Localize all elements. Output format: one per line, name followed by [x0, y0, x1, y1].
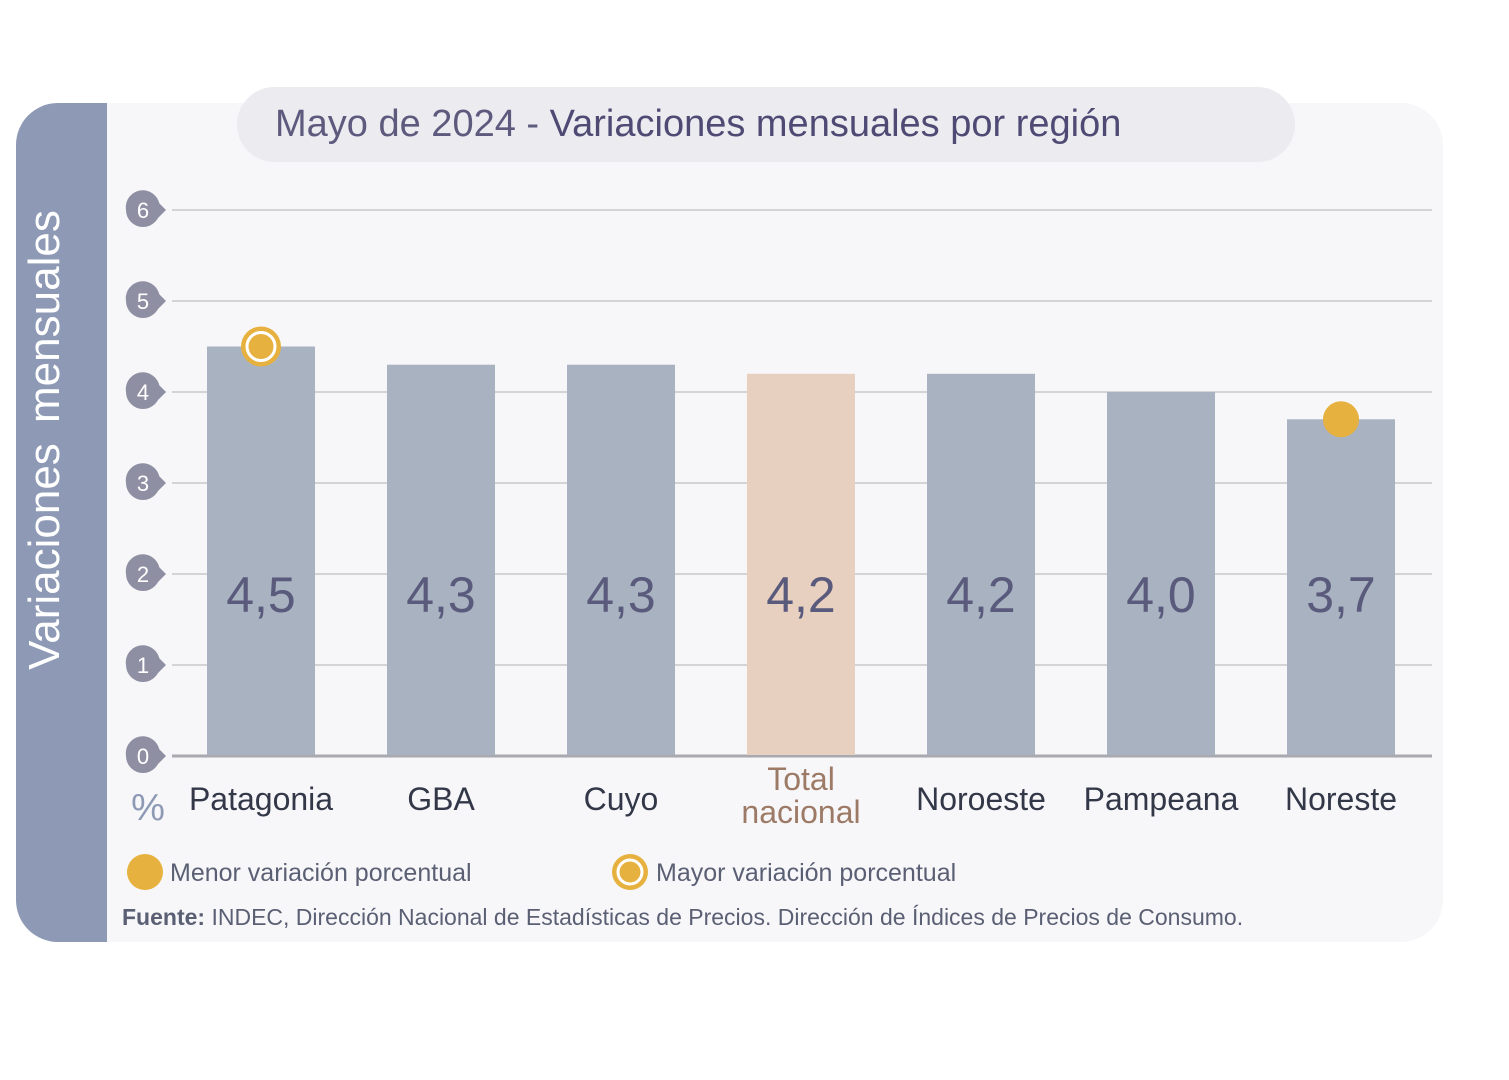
category-label: Total — [767, 761, 835, 797]
category-label: Patagonia — [189, 781, 333, 817]
tick-badge-pointer — [156, 655, 166, 675]
y-tick-label: 0 — [137, 744, 149, 769]
value-label: 4,5 — [226, 567, 296, 623]
category-label: nacional — [741, 794, 860, 830]
category-label: Cuyo — [584, 781, 659, 817]
tick-badge-circle — [126, 375, 160, 409]
value-label: 4,2 — [946, 567, 1016, 623]
bar — [567, 364, 675, 755]
tick-badge-pointer — [156, 564, 166, 584]
category-label: Pampeana — [1084, 781, 1239, 817]
legend-min-label: Menor variación porcentual — [170, 859, 472, 887]
min-marker — [1323, 401, 1359, 438]
y-tick-label: 2 — [137, 562, 149, 587]
legend-max-label: Mayor variación porcentual — [656, 859, 956, 887]
title-main: Variaciones mensuales por región — [549, 103, 1122, 145]
y-tick-label: 5 — [137, 289, 149, 314]
legend-min-marker — [127, 854, 163, 890]
value-label: 4,3 — [586, 567, 656, 623]
bar — [747, 373, 855, 755]
bar — [387, 364, 495, 755]
tick-badge-circle — [126, 284, 160, 318]
source-text: INDEC, Dirección Nacional de Estadística… — [205, 904, 1244, 930]
y-tick-label: 4 — [137, 380, 149, 405]
tick-badge-pointer — [156, 291, 166, 311]
y-tick-label: 3 — [137, 471, 149, 496]
value-label: 4,2 — [766, 567, 836, 623]
source-label: Fuente: — [122, 904, 206, 930]
y-tick-label: 6 — [137, 198, 149, 223]
category-label: GBA — [407, 781, 475, 817]
bar — [1287, 419, 1395, 755]
bar — [1107, 392, 1215, 755]
tick-badge-pointer — [156, 382, 166, 402]
tick-badge-pointer — [156, 746, 166, 766]
value-label: 4,0 — [1126, 567, 1196, 623]
tick-badge-circle — [126, 648, 160, 682]
tick-badge-circle — [126, 739, 160, 773]
value-label: 4,3 — [406, 567, 476, 623]
value-label: 3,7 — [1306, 567, 1376, 623]
source-note: Fuente: INDEC, Dirección Nacional de Est… — [122, 904, 1243, 931]
category-label: Noreste — [1285, 781, 1397, 817]
tick-badge-circle — [126, 466, 160, 500]
category-label: Noroeste — [916, 781, 1046, 817]
chart-title: Mayo de 2024 - Variaciones mensuales por… — [237, 87, 1295, 162]
legend-max-ring — [616, 858, 644, 886]
y-unit-label: % — [131, 787, 165, 829]
y-axis-strip — [16, 103, 107, 942]
tick-badge-circle — [126, 557, 160, 591]
y-tick-label: 1 — [137, 653, 149, 678]
tick-badge-pointer — [156, 200, 166, 220]
tick-badge-pointer — [156, 473, 166, 493]
max-marker-ring — [245, 331, 277, 362]
title-prefix: Mayo de 2024 - — [275, 103, 550, 145]
bar — [207, 346, 315, 755]
tick-badge-circle — [126, 193, 160, 227]
bar — [927, 373, 1035, 755]
